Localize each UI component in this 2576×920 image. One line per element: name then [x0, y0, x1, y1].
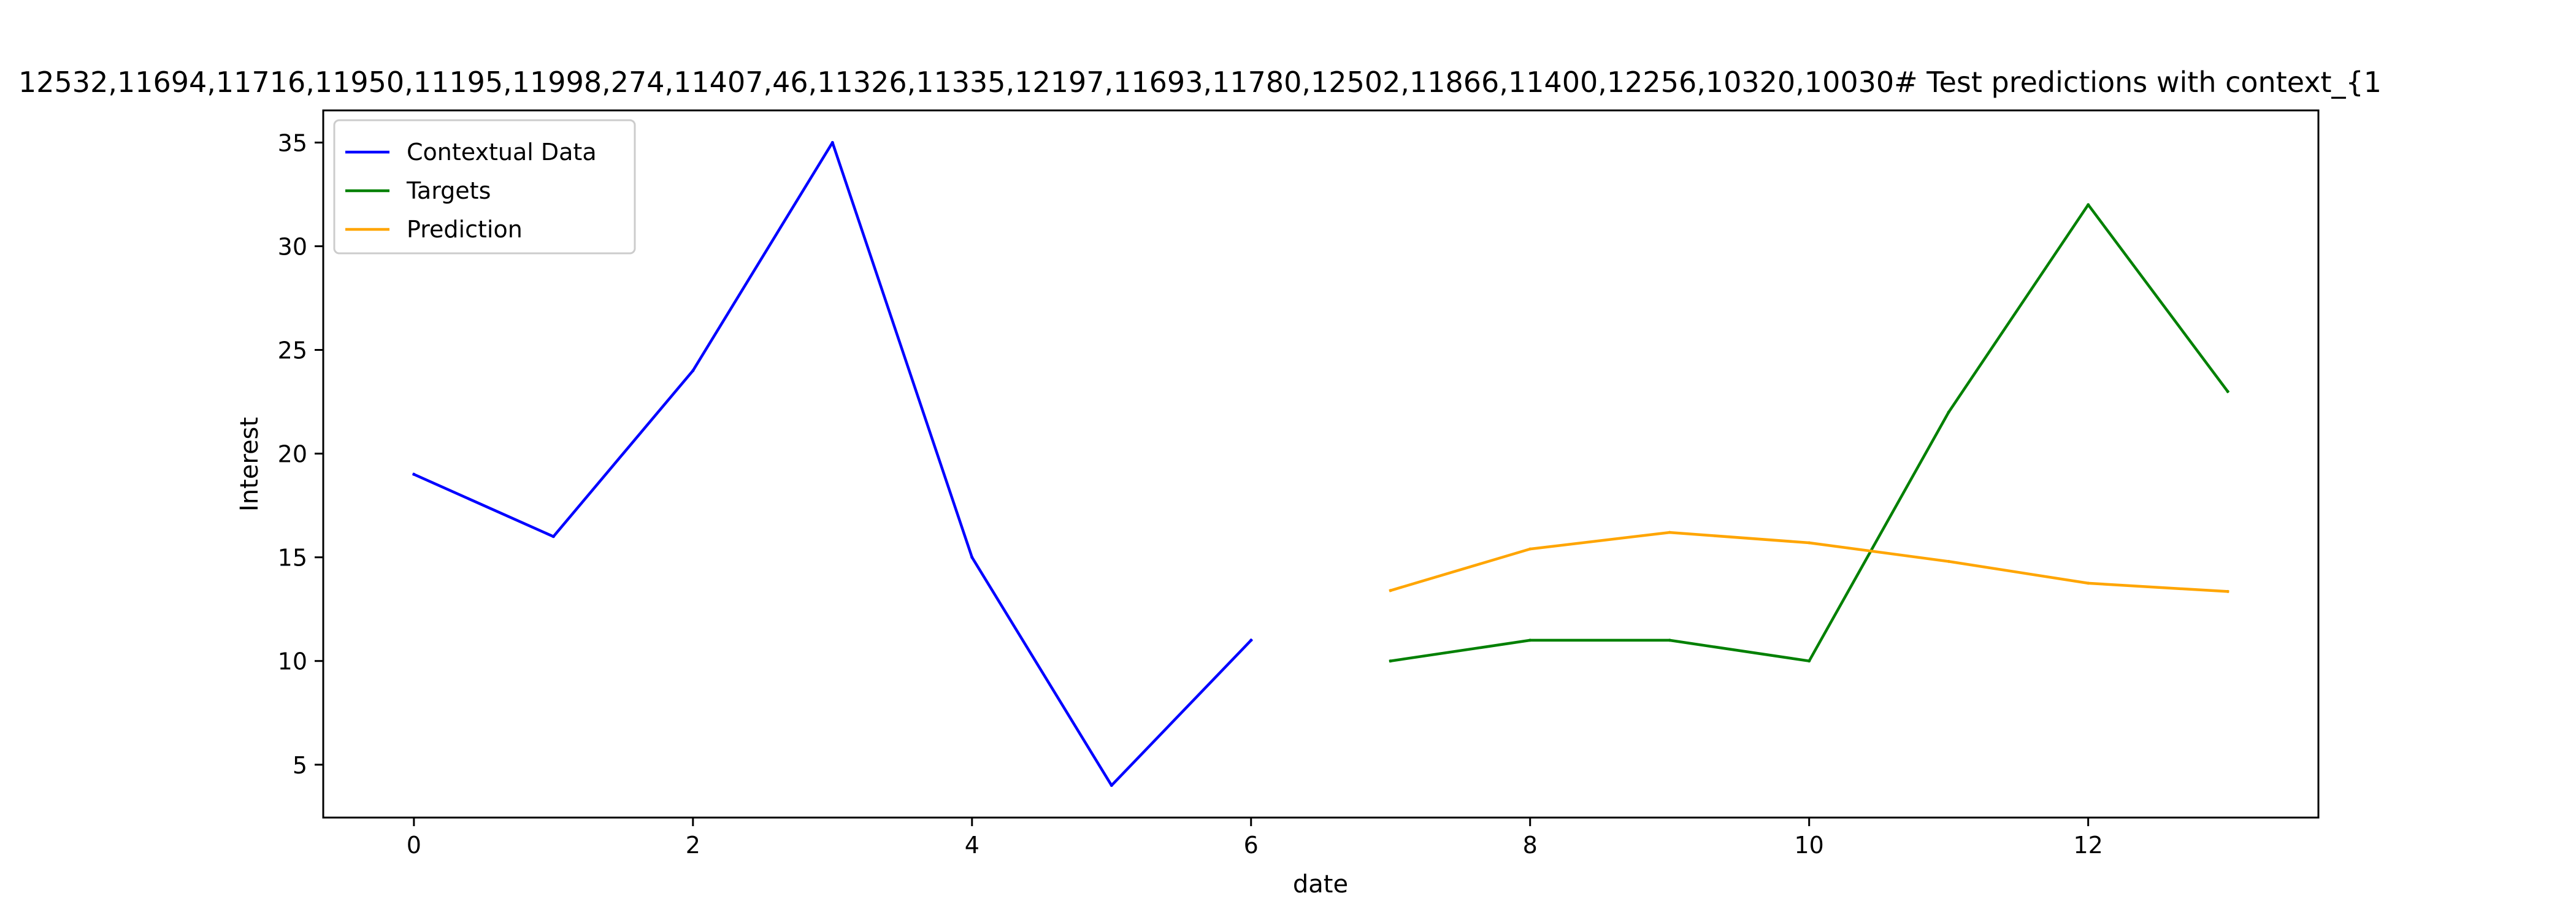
x-tick-label: 8: [1523, 832, 1538, 859]
series-layer: [412, 140, 2230, 788]
y-axis-label: Interest: [236, 417, 264, 512]
data-point-targets: [1947, 410, 1950, 414]
data-point-targets: [1807, 659, 1811, 663]
legend-label: Contextual Data: [407, 139, 597, 166]
data-point-contextual-data: [830, 140, 834, 144]
y-tick-label: 30: [278, 233, 307, 260]
data-point-targets: [1668, 638, 1671, 642]
data-point-targets: [2087, 203, 2090, 207]
data-point-prediction: [2226, 589, 2229, 593]
data-point-targets: [1389, 659, 1392, 663]
plot-area-frame: [322, 109, 2320, 819]
y-tick-label: 25: [278, 337, 307, 364]
x-tick-label: 0: [407, 832, 421, 859]
data-point-contextual-data: [691, 369, 695, 372]
x-tick-label: 12: [2073, 832, 2103, 859]
y-tick-label: 35: [278, 129, 307, 156]
data-point-contextual-data: [412, 472, 416, 476]
x-axis-label: date: [1293, 870, 1348, 899]
data-point-targets: [1528, 638, 1532, 642]
x-tick-label: 2: [686, 832, 700, 859]
data-point-prediction: [2087, 581, 2090, 585]
data-point-prediction: [1389, 589, 1392, 592]
data-point-prediction: [1807, 541, 1811, 545]
x-axis: 0 2 4 6 8 10 12: [407, 818, 2103, 859]
legend-box: [333, 119, 636, 255]
x-tick-label: 4: [965, 832, 979, 859]
data-point-prediction: [1668, 531, 1671, 534]
y-axis: 5 10 15 20 25 30 35: [278, 129, 323, 779]
data-point-contextual-data: [1110, 784, 1113, 788]
y-tick-label: 20: [278, 441, 307, 468]
chart-title: 12532,11694,11716,11950,11195,11998,274,…: [18, 66, 2382, 99]
data-point-contextual-data: [551, 535, 555, 539]
x-tick-label: 6: [1244, 832, 1259, 859]
legend-label: Targets: [406, 177, 491, 204]
legend: Contextual Data Targets Prediction: [333, 119, 636, 255]
data-point-prediction: [1947, 559, 1950, 563]
y-tick-label: 15: [278, 545, 307, 572]
y-tick-label: 5: [293, 752, 307, 779]
data-point-prediction: [1528, 547, 1532, 551]
legend-label: Prediction: [407, 216, 523, 243]
data-point-contextual-data: [1249, 638, 1253, 642]
data-point-targets: [2226, 389, 2229, 393]
x-tick-label: 10: [1795, 832, 1824, 859]
data-point-contextual-data: [970, 556, 974, 559]
y-tick-label: 10: [278, 648, 307, 675]
